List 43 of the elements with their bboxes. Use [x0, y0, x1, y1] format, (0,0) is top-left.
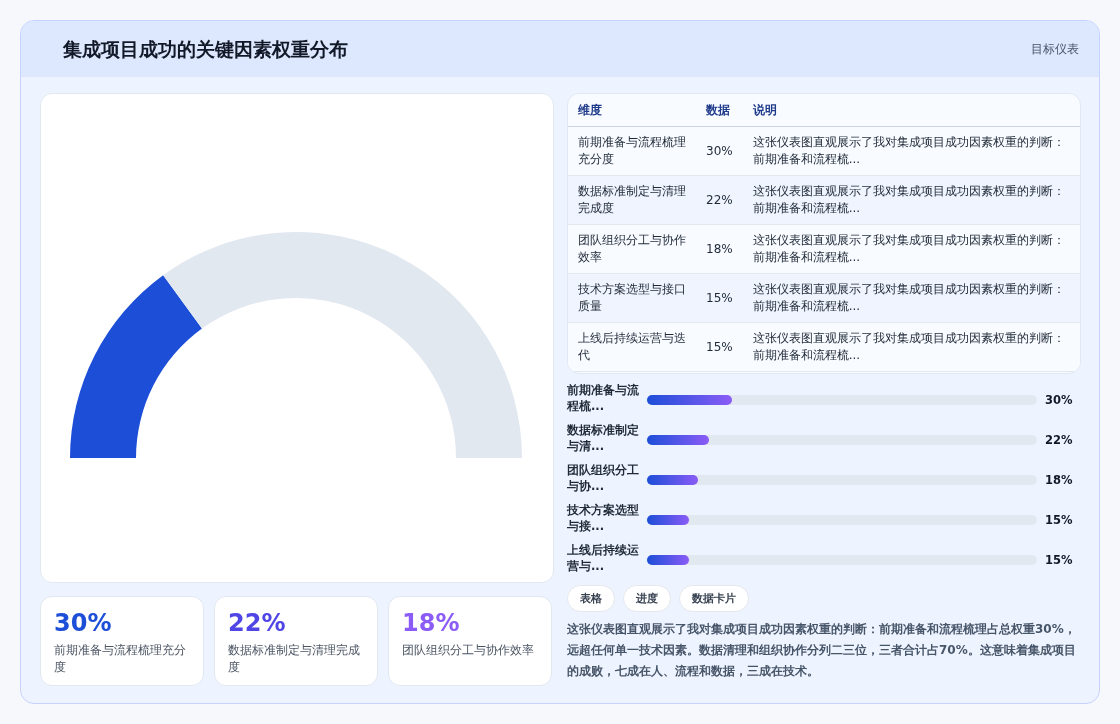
text: 集成项目成功的关键因素权重分布 [63, 37, 348, 62]
category-label: 数据标准制定与清理完成度 [228, 642, 361, 676]
text: 30% [54, 609, 112, 637]
text: 这张仪表图直观展示了我对集成项目成功因素权重的判断：前期准备和流程梳... [742, 175, 1080, 225]
data-label: 15% [1045, 553, 1073, 567]
category-label: 前期准备与流程梳理充分度 [568, 126, 696, 176]
text: 进度 [623, 585, 671, 612]
text: 这张仪表图直观展示了我对集成项目成功因素权重的判断：前期准备和流程梳... [742, 273, 1080, 323]
data-label: 30% [1045, 393, 1073, 407]
category-label: 团队组织分工与协作效率 [402, 642, 535, 659]
text: 这张仪表图直观展示了我对集成项目成功因素权重的判断：前期准备和流程梳... [742, 126, 1080, 176]
text: 这张仪表图直观展示了我对集成项目成功因素权重的判断：前期准备和流程梳... [742, 224, 1080, 274]
category-label: 数据标准制定与清理完成度 [568, 175, 696, 225]
text: 15% [706, 339, 733, 354]
text: 说明 [742, 94, 1080, 127]
text: 维度 [568, 94, 696, 127]
bar [647, 435, 710, 445]
text: 目标仪表 [1031, 41, 1079, 58]
bar [647, 395, 732, 405]
y-tick-label: 上线后持续运营与... [567, 542, 639, 574]
bar [647, 475, 698, 485]
text: 22% [706, 192, 733, 207]
text: 这张仪表图直观展示了我对集成项目成功因素权重的判断：前期准备和流程梳理占总权重30%，远超任何单一技术因素。数据清理和组织协作分列二三位，三者合计占70%。这意味着集成项目的成败，七成在人、流程和数据，三成在技术。 [567, 621, 1077, 680]
category-label: 上线后持续运营与迭代 [568, 322, 696, 372]
data-label: 18% [1045, 473, 1073, 487]
data-label: 15% [1045, 513, 1073, 527]
text: 18% [706, 241, 733, 256]
category-label: 技术方案选型与接口质量 [568, 273, 696, 323]
y-tick-label: 前期准备与流程梳... [567, 382, 639, 414]
text: 18% [402, 609, 460, 637]
text: 数据 [696, 94, 743, 127]
y-tick-label: 技术方案选型与接... [567, 502, 639, 534]
text: 15% [706, 290, 733, 305]
y-tick-label: 数据标准制定与清... [567, 422, 639, 454]
text: 30% [706, 143, 733, 158]
category-label: 团队组织分工与协作效率 [568, 224, 696, 274]
text: 数据卡片 [679, 585, 749, 612]
data-label: 22% [1045, 433, 1073, 447]
text: 表格 [567, 585, 615, 612]
category-label: 前期准备与流程梳理充分度 [54, 642, 187, 676]
y-tick-label: 团队组织分工与协... [567, 462, 639, 494]
text: 22% [228, 609, 286, 637]
text: 这张仪表图直观展示了我对集成项目成功因素权重的判断：前期准备和流程梳... [742, 322, 1080, 372]
